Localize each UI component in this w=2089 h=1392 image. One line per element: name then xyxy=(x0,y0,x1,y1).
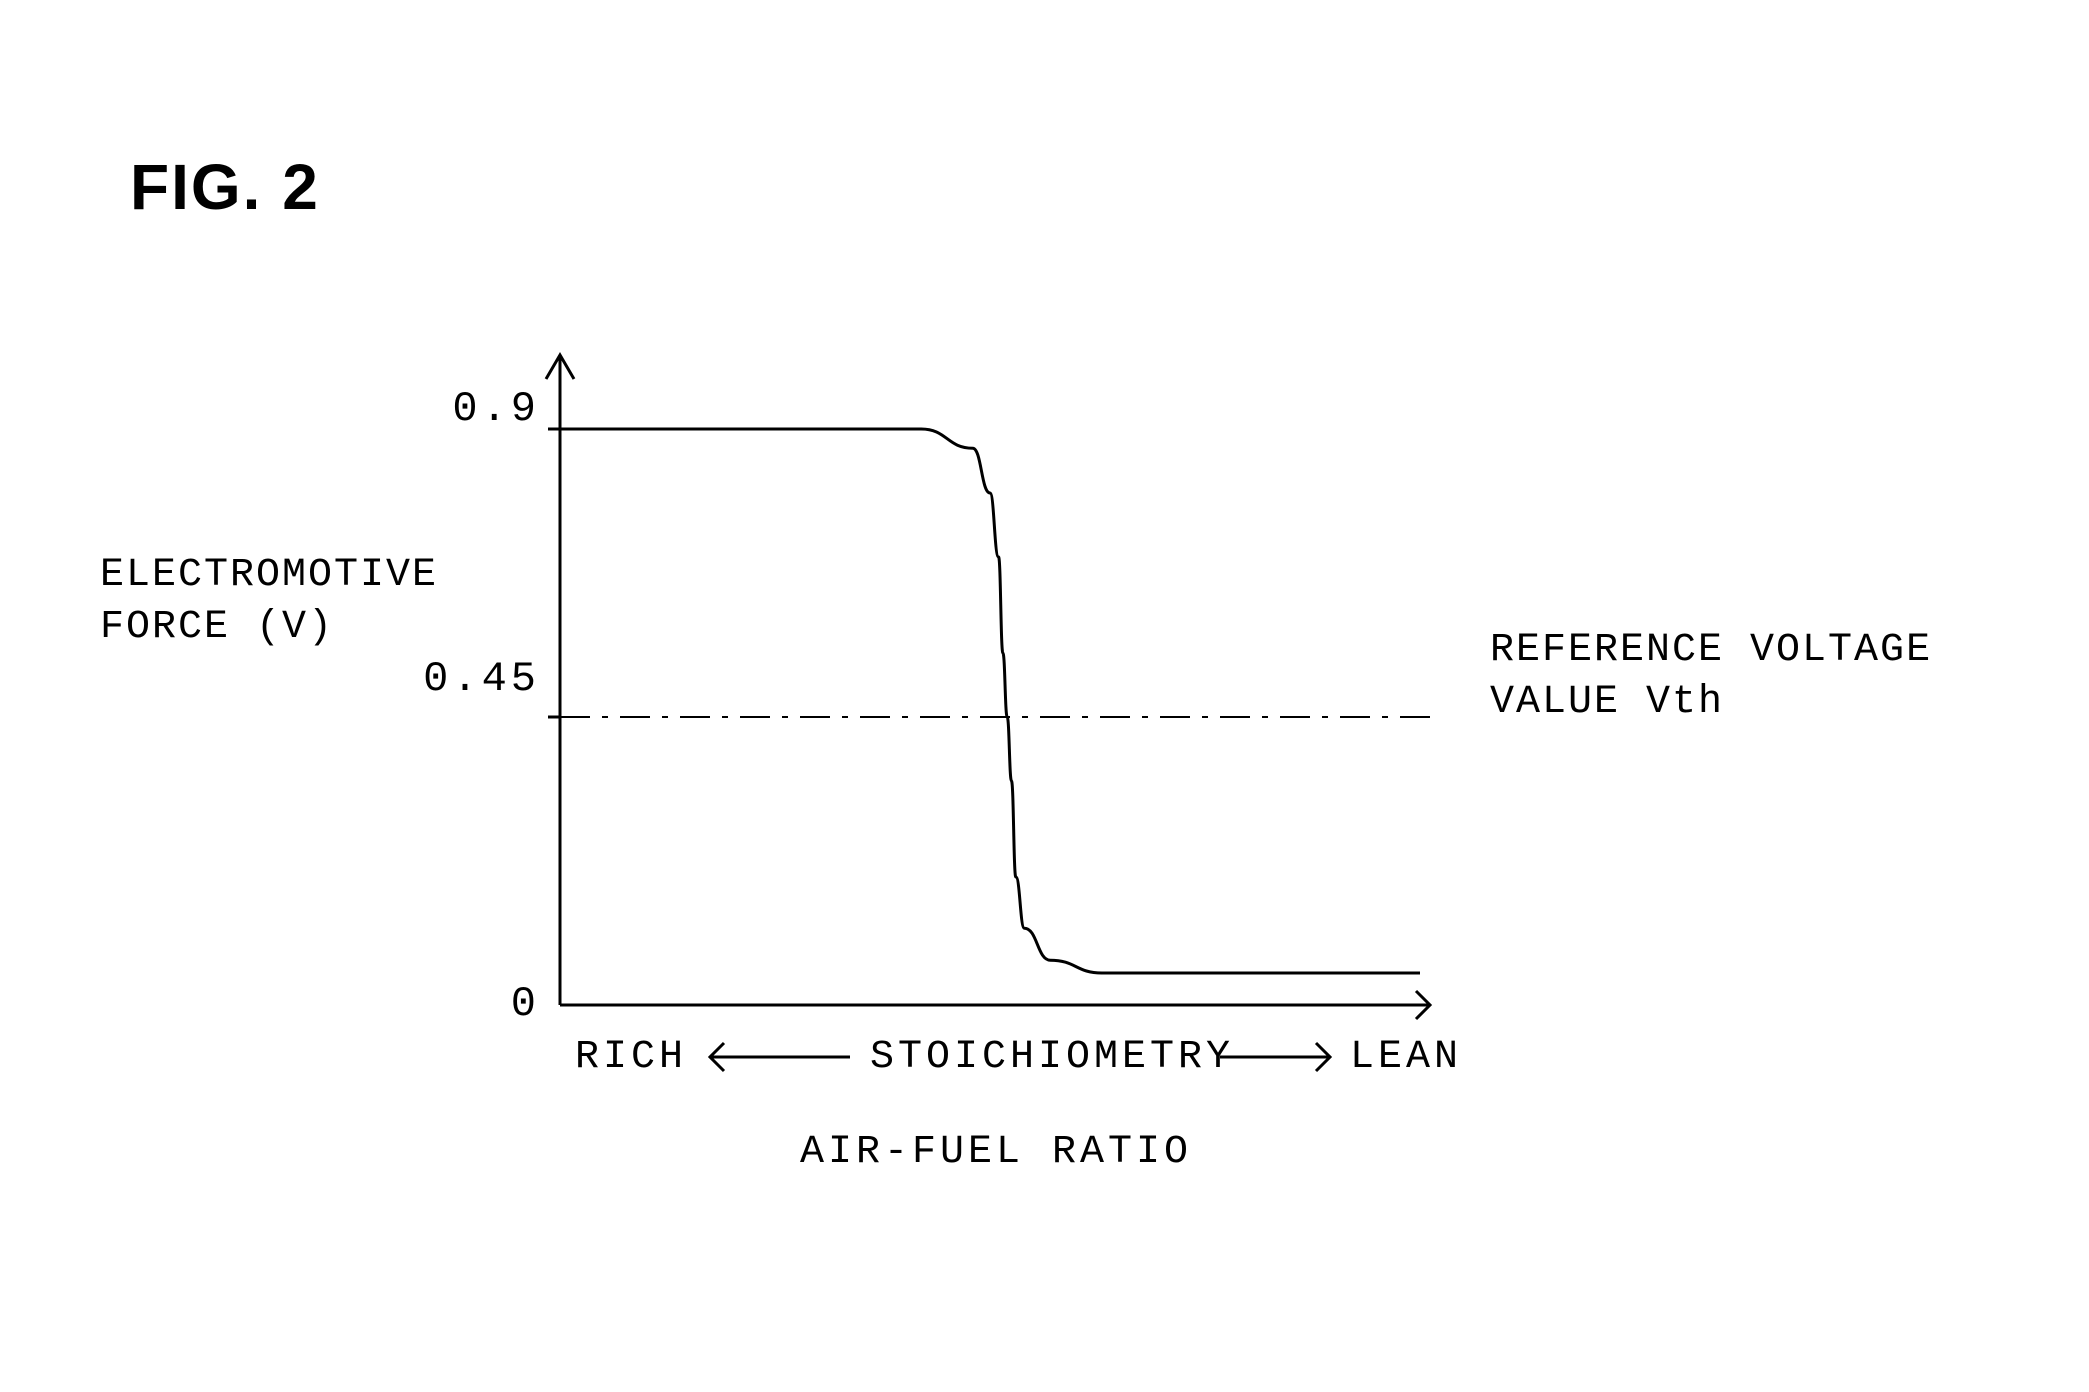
ytick-0p45: 0.45 xyxy=(340,655,540,703)
figure-title: FIG. 2 xyxy=(130,150,320,224)
x-axis-title: AIR-FUEL RATIO xyxy=(800,1130,1192,1175)
ytick-0p9: 0.9 xyxy=(340,385,540,433)
xlabel-stoichiometry: STOICHIOMETRY xyxy=(870,1035,1234,1080)
xlabel-lean: LEAN xyxy=(1350,1035,1462,1080)
chart-plot xyxy=(520,325,1460,1045)
y-axis-label: ELECTROMOTIVE FORCE (V) xyxy=(100,550,438,654)
x-arrow-left xyxy=(690,1037,870,1077)
xlabel-rich: RICH xyxy=(575,1035,687,1080)
ytick-0: 0 xyxy=(340,980,540,1028)
x-arrow-right xyxy=(1200,1037,1350,1077)
reference-voltage-annotation: REFERENCE VOLTAGE VALUE Vth xyxy=(1490,625,1932,729)
